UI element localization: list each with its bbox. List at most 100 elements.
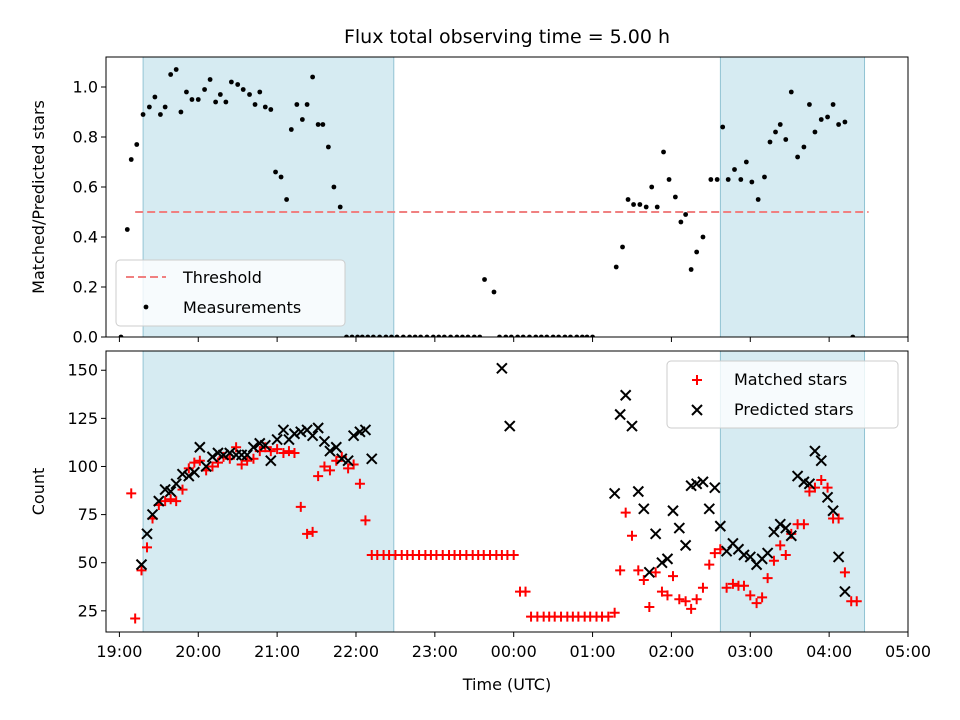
y-tick-label: 100 (67, 457, 98, 476)
y-axis-label: Matched/Predicted stars (29, 100, 48, 294)
matched-star-point (171, 496, 182, 507)
matched-star-point (520, 586, 531, 597)
measurement-point (801, 144, 807, 150)
measurement-point (708, 177, 714, 182)
measurement-point (725, 177, 731, 182)
matched-star-point (674, 594, 685, 605)
plot-area (118, 67, 869, 337)
matched-star-point (633, 565, 644, 576)
measurement-point (184, 89, 189, 95)
measurement-point (503, 334, 509, 337)
matched-star-point (348, 459, 359, 470)
y-tick-label: 0.6 (73, 178, 98, 197)
measurement-point (202, 87, 207, 92)
measurement-point (538, 334, 544, 337)
predicted-star-point (714, 520, 727, 532)
legend-top: Threshold Measurements (115, 259, 346, 327)
matched-star-point (721, 582, 732, 593)
predicted-star-point (164, 485, 177, 498)
predicted-star-point (306, 429, 319, 442)
measurement-point (850, 334, 856, 337)
predicted-star-point (697, 476, 709, 488)
matched-star-point (680, 596, 691, 607)
x-tick-label: 04:00 (806, 642, 852, 661)
predicted-star-point (288, 428, 301, 440)
measurement-point (777, 122, 783, 127)
measurement-point (477, 334, 483, 337)
predicted-star-point (761, 547, 774, 559)
measurement-point (284, 197, 289, 202)
predicted-star-point (141, 528, 153, 540)
x-tick-label: 22:00 (333, 642, 379, 661)
legend-bottom: Matched stars Predicted stars (666, 360, 899, 429)
matched-star-point (160, 496, 171, 507)
predicted-star-point (649, 528, 662, 540)
predicted-star-point (496, 362, 508, 375)
matched-star-point (851, 596, 862, 607)
axes-frame (105, 350, 909, 633)
measurement-point (767, 139, 773, 145)
predicted-star-point (504, 420, 516, 432)
measurement-point (310, 74, 316, 80)
measurement-point (228, 79, 234, 85)
predicted-star-point (359, 424, 372, 436)
predicted-star-point (295, 426, 307, 438)
matched-star-point (762, 573, 773, 584)
measurement-point (158, 112, 163, 117)
predicted-star-point (638, 503, 650, 515)
measurement-point (337, 204, 343, 210)
measurement-point (631, 202, 636, 207)
matched-star-point (609, 607, 620, 618)
matched-star-point (709, 548, 720, 559)
measurement-point (268, 107, 274, 112)
predicted-star-point (656, 557, 668, 569)
measurement-point (359, 334, 365, 337)
measurement-point (568, 334, 573, 337)
measurement-point (173, 67, 179, 72)
shaded-span (142, 350, 395, 633)
measurement-point (430, 334, 436, 337)
legend-matched-swatch (692, 375, 702, 385)
measurement-point (520, 334, 526, 337)
measurement-point (299, 117, 305, 122)
measurement-point (294, 102, 300, 107)
measurement-point (749, 179, 755, 185)
predicted-star-point (183, 470, 195, 482)
matched-star-point (324, 465, 335, 476)
legend-threshold-label: Threshold (182, 268, 262, 287)
measurement-point (818, 117, 824, 122)
measurement-point (795, 154, 800, 160)
legend-measurement-swatch (143, 304, 149, 310)
predicted-star-point (626, 420, 638, 432)
measurement-point (649, 184, 655, 190)
predicted-star-point (176, 468, 189, 480)
predicted-star-point (188, 466, 201, 478)
matched-star-point (662, 590, 673, 601)
measurement-point (394, 334, 400, 337)
x-axis-label: Time (UTC) (462, 675, 551, 694)
measurement-point (562, 334, 568, 337)
predicted-star-point (667, 505, 679, 517)
measurement-point (762, 174, 767, 180)
measurement-point (412, 334, 418, 337)
matched-star-point (289, 448, 300, 459)
predicted-star-point (785, 530, 797, 542)
measurement-point (389, 334, 394, 337)
measurement-point (527, 334, 532, 337)
measurement-point (783, 137, 789, 142)
measurement-point (460, 334, 465, 337)
measurement-point (252, 102, 258, 107)
legend-matched-label: Matched stars (734, 370, 847, 389)
y-tick-label: 1.0 (73, 78, 98, 97)
measurement-point (688, 267, 694, 272)
measurement-point (672, 194, 678, 200)
y-tick-label: 50 (78, 553, 98, 572)
matched-star-point (343, 463, 354, 474)
measurement-point (755, 197, 761, 202)
measurement-point (738, 177, 744, 182)
measurement-point (168, 72, 174, 77)
measurement-point (436, 334, 442, 337)
predicted-star-point (619, 389, 632, 401)
measurement-point (128, 157, 134, 162)
